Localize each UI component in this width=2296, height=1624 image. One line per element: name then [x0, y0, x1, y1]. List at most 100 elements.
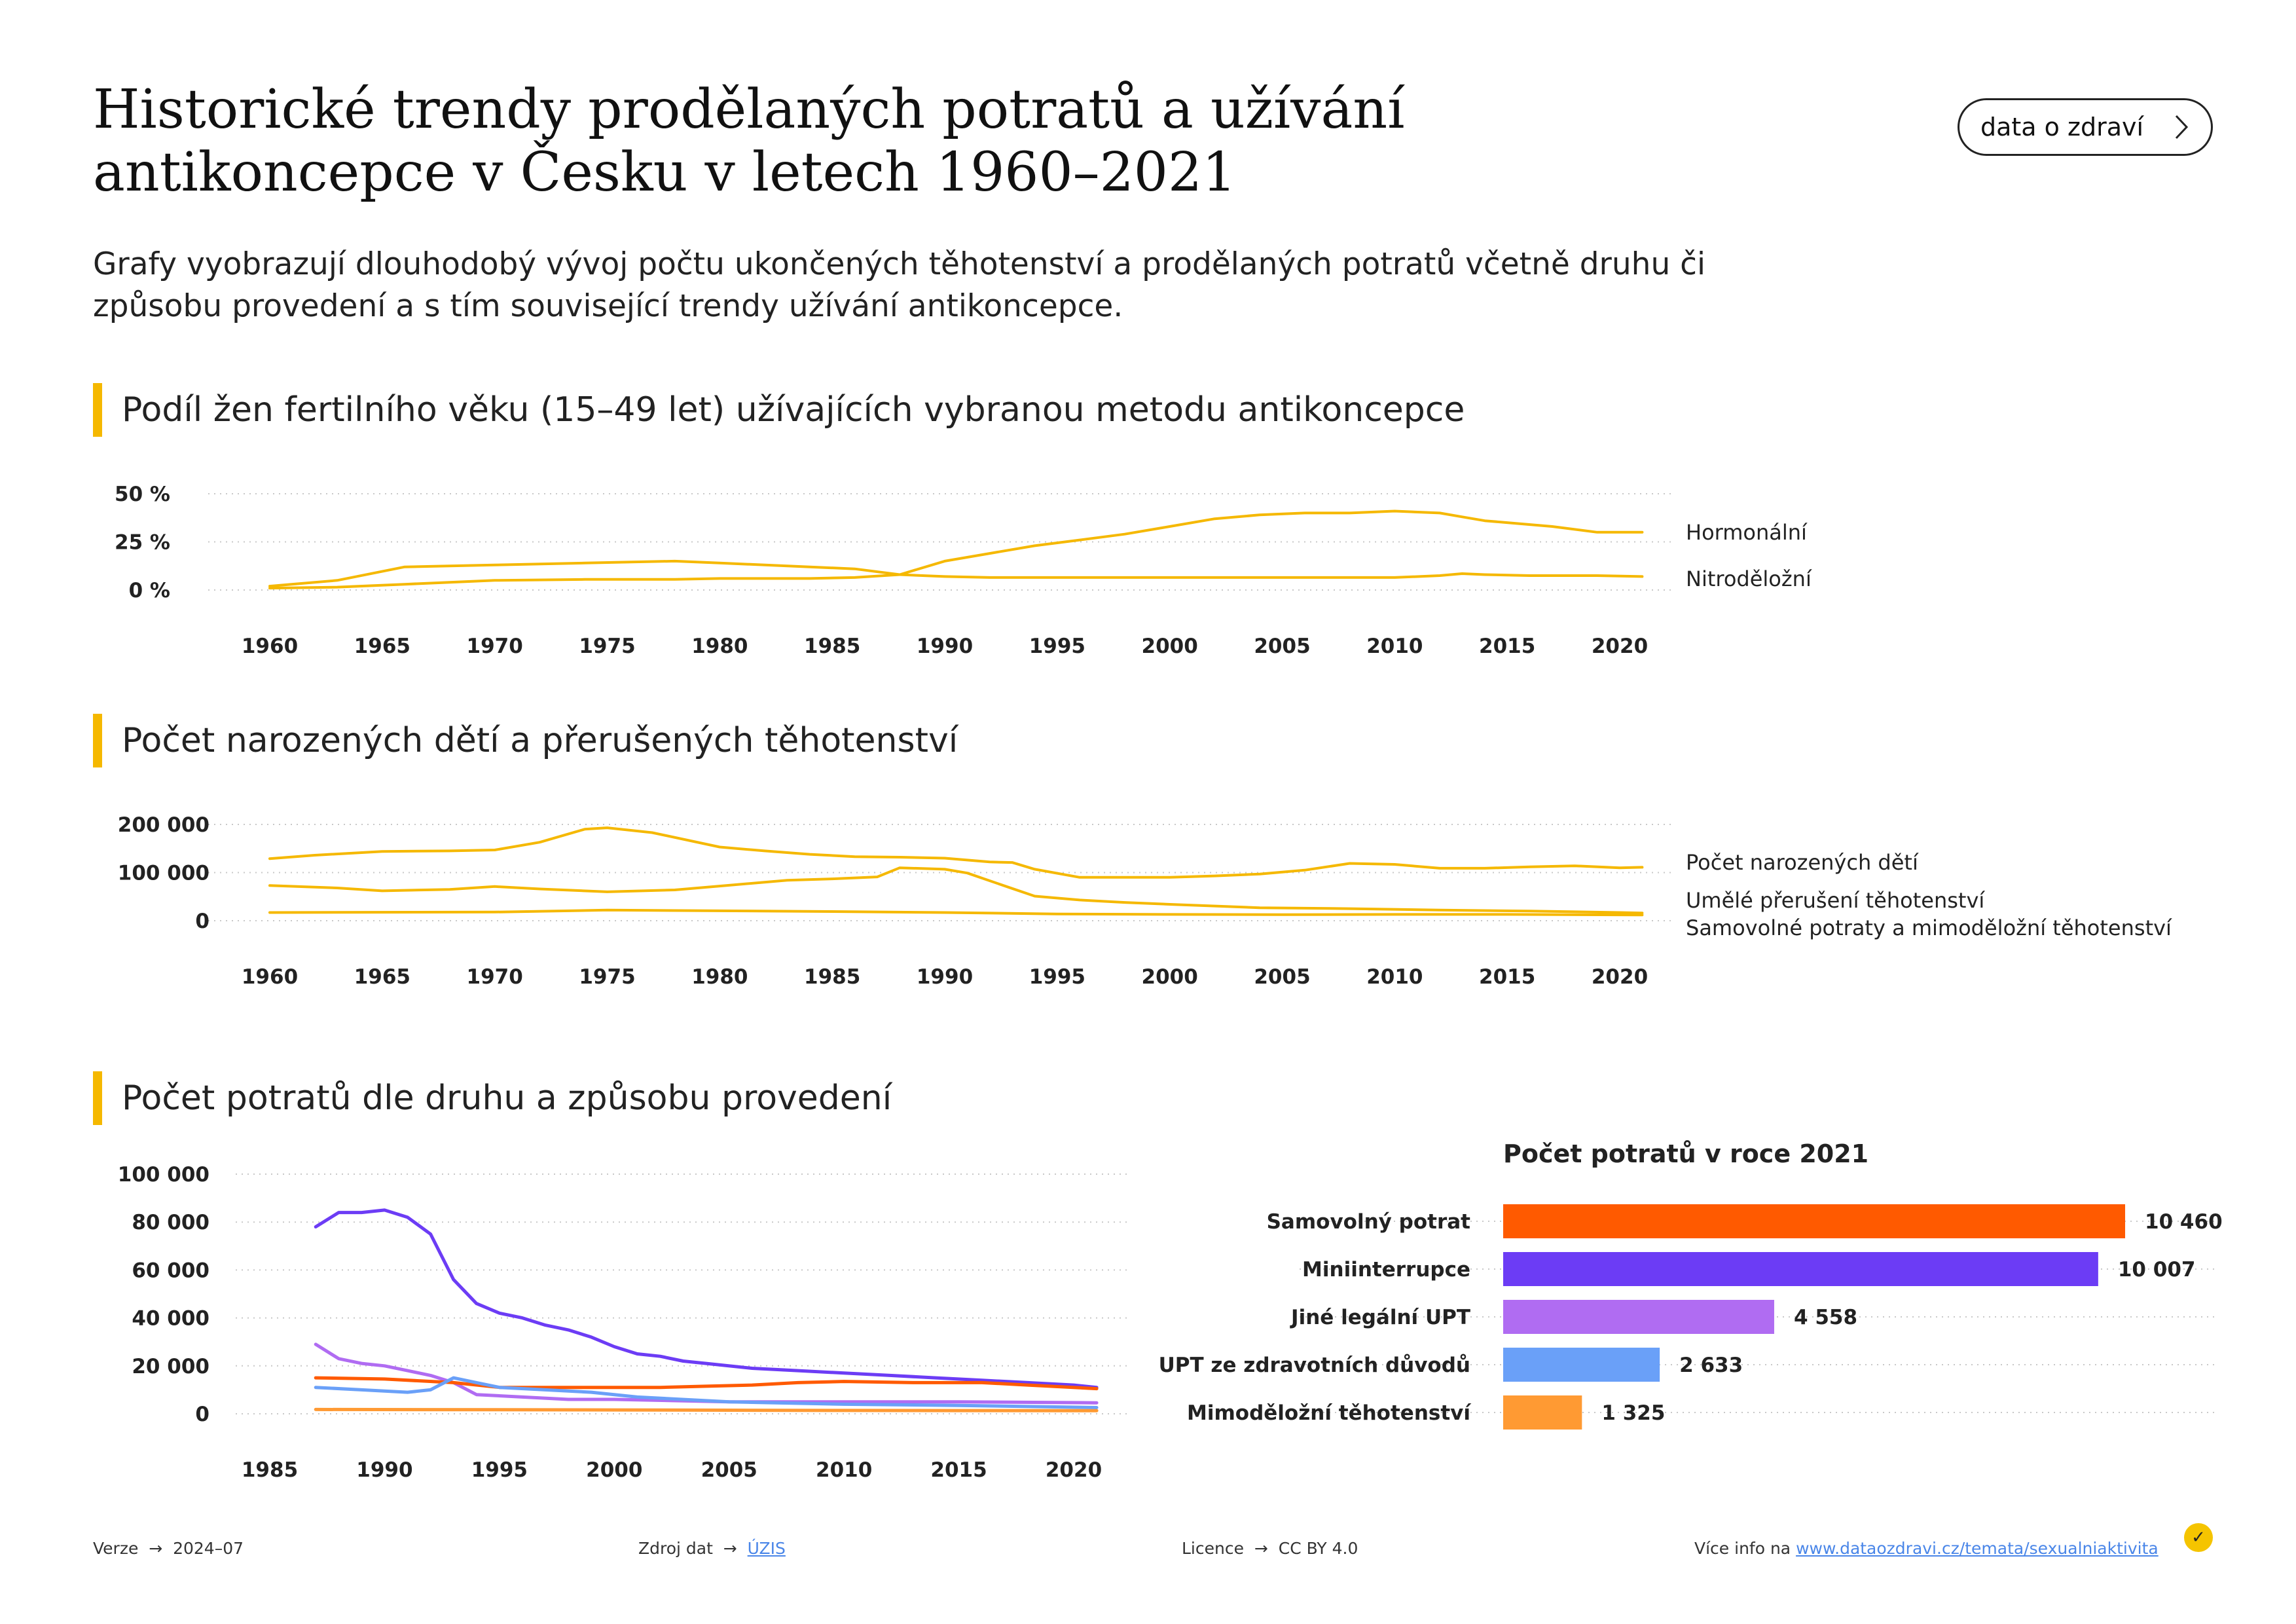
x-tick-label: 2015: [1479, 635, 1535, 658]
x-tick-label: 1990: [917, 965, 973, 989]
x-tick-label: 1985: [804, 635, 860, 658]
x-tick-label: 1970: [467, 965, 523, 989]
x-tick-label: 1985: [804, 965, 860, 989]
bar: [1503, 1395, 1582, 1430]
y-tick-label: 40 000: [132, 1307, 210, 1331]
series-line-1: [268, 559, 1644, 588]
y-tick-label: 100 000: [118, 1163, 210, 1187]
x-tick-label: 2010: [1366, 635, 1423, 658]
x-tick-label: 1990: [356, 1458, 412, 1482]
y-tick-label: 25 %: [115, 531, 170, 555]
x-tick-label: 2020: [1592, 965, 1648, 989]
series-line-1: [268, 866, 1644, 915]
footer-license-value: CC BY 4.0: [1278, 1539, 1358, 1558]
bar-value-label: 1 325: [1601, 1401, 1665, 1425]
arrow-right-icon: →: [143, 1539, 168, 1558]
x-tick-label: 1960: [242, 635, 298, 658]
footer-more-link[interactable]: www.dataozdravi.cz/temata/sexualniaktivi…: [1796, 1539, 2159, 1558]
y-tick-label: 0 %: [129, 579, 170, 602]
y-tick-label: 0: [195, 1403, 210, 1426]
y-tick-label: 200 000: [118, 813, 210, 837]
series-line-other_legal: [314, 1342, 1099, 1405]
x-tick-label: 1975: [579, 965, 635, 989]
bar: [1503, 1252, 2098, 1286]
series-label: Umělé přerušení těhotenství: [1686, 888, 1985, 913]
series-label: Hormonální: [1686, 520, 1808, 545]
data-o-zdravi-link[interactable]: data o zdraví: [1958, 98, 2213, 156]
arrow-right-icon: →: [718, 1539, 742, 1558]
x-tick-label: 2005: [1254, 635, 1310, 658]
footer-source-label: Zdroj dat: [638, 1539, 713, 1558]
x-tick-label: 2015: [930, 1458, 987, 1482]
footer-source: Zdroj dat → ÚZIS: [638, 1539, 786, 1558]
footer-more-info: Více info na www.dataozdravi.cz/temata/s…: [1694, 1539, 2159, 1558]
x-tick-label: 1970: [467, 635, 523, 658]
bar-category-label: Jiné legální UPT: [1290, 1306, 1470, 1329]
x-tick-label: 2000: [586, 1458, 642, 1482]
series-label: Nitroděložní: [1686, 566, 1812, 591]
x-tick-label: 2020: [1046, 1458, 1102, 1482]
x-tick-label: 1995: [1029, 965, 1085, 989]
footer-license: Licence → CC BY 4.0: [1182, 1539, 1358, 1558]
series-line-ectopic: [314, 1407, 1099, 1412]
arrow-right-icon: →: [1248, 1539, 1273, 1558]
births-chart: [208, 824, 1673, 921]
footer-version-label: Verze: [93, 1539, 139, 1558]
bar-category-label: UPT ze zdravotních důvodů: [1159, 1354, 1470, 1377]
x-tick-label: 2010: [816, 1458, 872, 1482]
footer-source-link[interactable]: ÚZIS: [747, 1539, 786, 1558]
x-tick-label: 1985: [242, 1458, 298, 1482]
section-title-contraception: Podíl žen fertilního věku (15–49 let) už…: [93, 383, 1465, 437]
y-tick-label: 60 000: [132, 1259, 210, 1282]
footer-more-label: Více info na: [1694, 1539, 1791, 1558]
x-tick-label: 1995: [1029, 635, 1085, 658]
page-title: Historické trendy prodělaných potratů a …: [93, 79, 1405, 204]
x-tick-label: 1975: [579, 635, 635, 658]
data-o-zdravi-label: data o zdraví: [1980, 113, 2144, 141]
x-tick-label: 2000: [1142, 635, 1198, 658]
y-tick-label: 20 000: [132, 1355, 210, 1378]
bar-category-label: Miniinterrupce: [1302, 1258, 1470, 1282]
footer-license-label: Licence: [1182, 1539, 1244, 1558]
page-subtitle: Grafy vyobrazují dlouhodobý vývoj počtu …: [93, 246, 1706, 324]
series-line-2: [268, 908, 1644, 917]
footer-version: Verze → 2024–07: [93, 1539, 244, 1558]
x-tick-label: 1990: [917, 635, 973, 658]
x-tick-label: 1965: [354, 965, 410, 989]
y-tick-label: 80 000: [132, 1211, 210, 1234]
x-tick-label: 1965: [354, 635, 410, 658]
section-title-abortion-types: Počet potratů dle druhu a způsobu proved…: [93, 1071, 892, 1125]
x-tick-label: 1980: [691, 965, 748, 989]
x-tick-label: 2000: [1142, 965, 1198, 989]
series-line-0: [268, 509, 1644, 590]
y-tick-label: 0: [195, 910, 210, 933]
series-line-health_reasons: [314, 1376, 1099, 1409]
bar: [1503, 1300, 1774, 1334]
dataozdravi-logo-icon: ✓: [2184, 1523, 2213, 1552]
x-tick-label: 1995: [471, 1458, 528, 1482]
footer-version-value: 2024–07: [173, 1539, 244, 1558]
series-line-spontaneous: [314, 1376, 1099, 1391]
y-tick-label: 100 000: [118, 862, 210, 885]
series-label: Samovolné potraty a mimoděložní těhotens…: [1686, 915, 2172, 940]
bar: [1503, 1204, 2125, 1238]
chevron-right-icon: [2175, 115, 2189, 139]
bar-value-label: 10 007: [2118, 1258, 2196, 1282]
bar-value-label: 2 633: [1679, 1354, 1743, 1377]
bar-chart-title: Počet potratů v roce 2021: [1503, 1139, 1868, 1168]
x-tick-label: 2005: [701, 1458, 757, 1482]
series-label: Počet narozených dětí: [1686, 850, 1919, 875]
x-tick-label: 2015: [1479, 965, 1535, 989]
y-tick-label: 50 %: [115, 483, 170, 506]
bar-category-label: Mimoděložní těhotenství: [1187, 1401, 1471, 1425]
bar-value-label: 10 460: [2145, 1210, 2223, 1234]
bar: [1503, 1348, 1660, 1382]
x-tick-label: 2005: [1254, 965, 1310, 989]
x-tick-label: 2020: [1592, 635, 1648, 658]
x-tick-label: 1960: [242, 965, 298, 989]
x-tick-label: 2010: [1366, 965, 1423, 989]
series-line-miniinterruption: [314, 1208, 1099, 1390]
x-tick-label: 1980: [691, 635, 748, 658]
bar-value-label: 4 558: [1794, 1306, 1857, 1329]
series-line-0: [268, 826, 1644, 879]
